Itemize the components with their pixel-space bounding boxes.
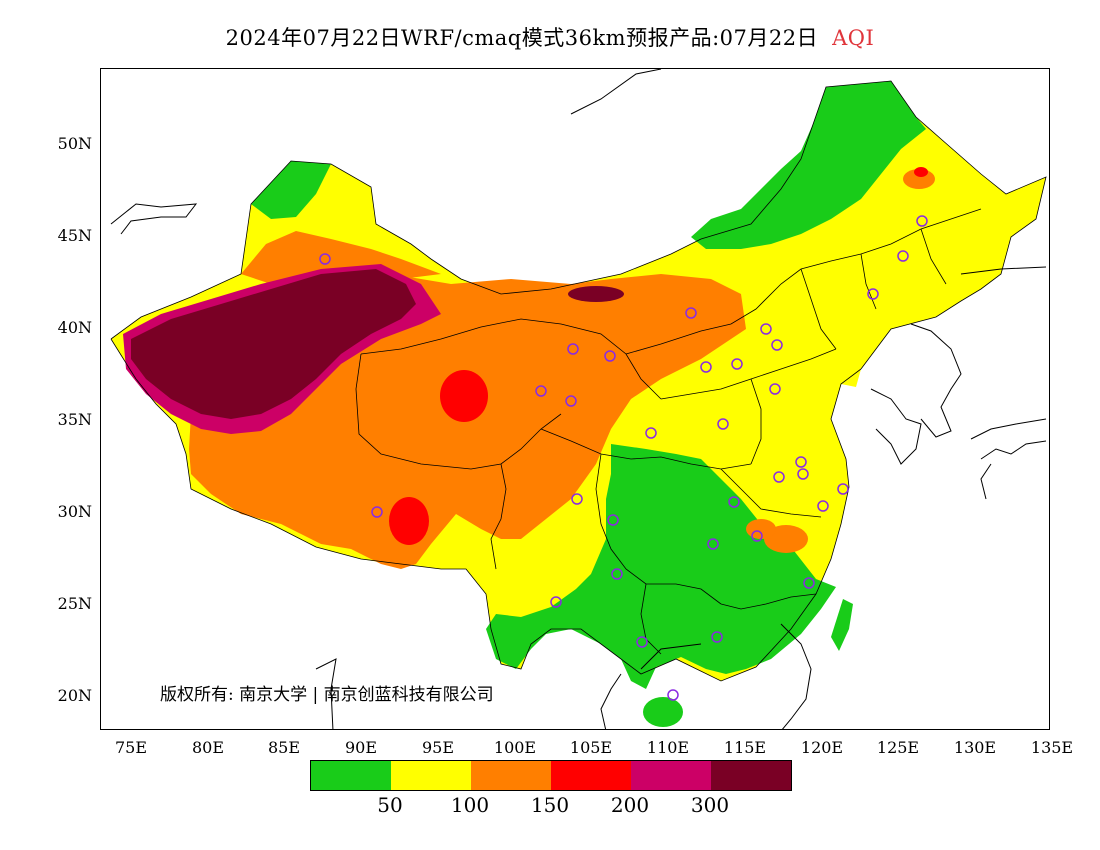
lat-label-35: 35N	[57, 410, 92, 429]
map-title: 2024年07月22日WRF/cmaq模式36km预报产品:07月22日 AQI	[0, 22, 1100, 52]
aqi-map[interactable]	[101, 69, 1050, 730]
legend-swatch-good	[311, 761, 391, 790]
region-hazardous-core	[131, 269, 416, 419]
region-unhealthy-qinghai	[440, 370, 488, 422]
lon-label-100: 100E	[493, 738, 537, 757]
legend-tick-100: 100	[450, 793, 490, 817]
legend-swatch-hazardous	[711, 761, 791, 790]
coastlines	[110, 69, 1047, 729]
legend-swatch-sensitive	[471, 761, 551, 790]
lat-label-50: 50N	[57, 134, 92, 153]
lon-label-105: 105E	[569, 738, 613, 757]
region-good-taiwan	[831, 599, 853, 651]
lat-label-20: 20N	[57, 686, 92, 705]
region-unhealthy-tibet	[389, 497, 429, 545]
aqi-legend	[310, 760, 792, 791]
lon-label-110: 110E	[646, 738, 690, 757]
region-unhealthy-ne	[914, 167, 928, 177]
legend-swatch-unhealthy	[551, 761, 631, 790]
station-markers	[319, 215, 928, 701]
region-good-hainan	[643, 697, 683, 727]
lon-label-135: 135E	[1030, 738, 1074, 757]
title-main: 2024年07月22日WRF/cmaq模式36km预报产品:07月22日	[225, 26, 819, 50]
lon-label-130: 130E	[953, 738, 997, 757]
copyright-text: 版权所有: 南京大学 | 南京创蓝科技有限公司	[160, 685, 494, 705]
region-hazardous-north	[568, 286, 624, 302]
legend-tick-200: 200	[610, 793, 650, 817]
lon-label-85: 85E	[267, 738, 301, 757]
lon-label-115: 115E	[723, 738, 767, 757]
region-sensitive-east2	[746, 519, 776, 539]
title-variable: AQI	[832, 26, 875, 50]
region-good-xinjiang	[251, 161, 331, 219]
region-good-northeast	[691, 81, 926, 249]
lon-label-95: 95E	[421, 738, 455, 757]
lon-label-125: 125E	[876, 738, 920, 757]
region-good-south	[486, 444, 836, 689]
lat-label-45: 45N	[57, 226, 92, 245]
lat-label-30: 30N	[57, 502, 92, 521]
lon-label-80: 80E	[191, 738, 225, 757]
lat-label-25: 25N	[57, 594, 92, 613]
legend-tick-300: 300	[690, 793, 730, 817]
lon-label-75: 75E	[114, 738, 148, 757]
province-borders	[110, 80, 1047, 682]
map-panel[interactable]	[100, 68, 1050, 730]
lat-label-40: 40N	[57, 318, 92, 337]
legend-swatch-moderate	[391, 761, 471, 790]
legend-tick-150: 150	[530, 793, 570, 817]
lon-label-120: 120E	[800, 738, 844, 757]
legend-tick-50: 50	[377, 793, 403, 817]
legend-swatch-very-unhealthy	[631, 761, 711, 790]
lon-label-90: 90E	[344, 738, 378, 757]
